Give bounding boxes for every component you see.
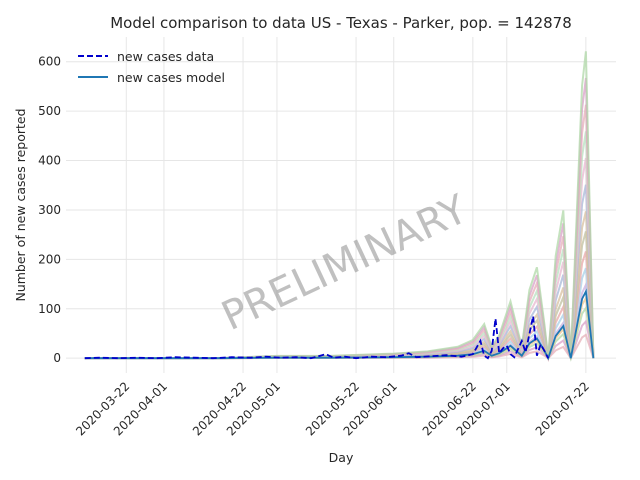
y-tick-label: 0	[53, 351, 61, 365]
legend-label-data: new cases data	[117, 49, 214, 64]
y-tick-label: 500	[38, 104, 61, 118]
grid	[66, 37, 616, 373]
series-layer	[84, 288, 595, 361]
y-tick-label: 600	[38, 55, 61, 69]
y-ticks: 0 100 200 300 400 500 600	[38, 55, 61, 365]
x-tick-label: 2020-07-22	[533, 379, 592, 438]
legend-label-model: new cases model	[117, 70, 225, 85]
series-line-data	[84, 316, 550, 360]
x-axis-label: Day	[329, 450, 354, 465]
y-tick-label: 100	[38, 302, 61, 316]
y-tick-label: 200	[38, 252, 61, 266]
y-axis-label: Number of new cases reported	[13, 108, 28, 301]
ensemble-run	[84, 51, 595, 360]
y-tick-label: 300	[38, 203, 61, 217]
y-tick-label: 400	[38, 154, 61, 168]
chart-title: Model comparison to data US - Texas - Pa…	[110, 14, 572, 32]
plot-area	[66, 37, 616, 373]
legend: new cases data new cases model	[78, 49, 225, 85]
